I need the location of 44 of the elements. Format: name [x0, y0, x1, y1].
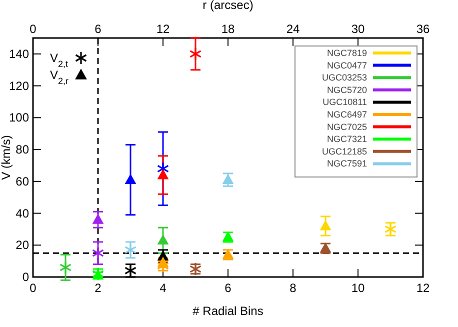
x2-tick-label: 6 — [94, 22, 102, 36]
point — [92, 246, 104, 260]
point — [124, 174, 136, 184]
legend-label: NGC7321 — [326, 134, 367, 144]
legend-label: UGC10811 — [322, 97, 367, 108]
y-axis-title: V (km/s) — [0, 135, 13, 180]
legend-label: NGC5720 — [326, 84, 367, 95]
point — [320, 220, 332, 230]
y-tick-label: 120 — [8, 78, 30, 93]
point — [222, 174, 234, 184]
legend-label: UGC03253 — [322, 72, 367, 83]
y-tick-label: 40 — [16, 206, 30, 220]
x2-tick-label: 18 — [221, 22, 235, 36]
x2-tick-label: 36 — [416, 22, 430, 36]
legend-label: NGC7025 — [326, 122, 367, 132]
point — [157, 234, 169, 245]
y-tick-label: 80 — [16, 142, 30, 157]
y-tick-label: 60 — [16, 174, 30, 188]
x-tick-label: 6 — [224, 281, 232, 295]
x2-tick-label: 24 — [286, 22, 300, 36]
y-tick-label: 140 — [8, 46, 30, 61]
legend-label: NGC0477 — [326, 60, 367, 70]
point — [189, 47, 202, 61]
point — [59, 260, 72, 274]
legend-label: NGC6497 — [326, 110, 367, 120]
annotation: V$_{2,t}$ — [50, 51, 69, 69]
y-tick-label: 20 — [16, 238, 30, 252]
legend-label: NGC7591 — [326, 158, 367, 169]
legend-label: UGC12185 — [322, 146, 367, 156]
y-tick-label: 100 — [8, 110, 30, 125]
x-tick-label: 8 — [290, 281, 297, 295]
x-axis-title: # Radial Bins — [192, 304, 264, 318]
point — [157, 169, 169, 180]
x-tick-label: 12 — [416, 281, 430, 295]
point — [92, 214, 104, 224]
annotation: V$_{2,r}$ — [50, 68, 69, 86]
x-tick-label: 2 — [94, 281, 102, 295]
x-tick-label: 10 — [351, 281, 365, 295]
x2-tick-label: 12 — [156, 22, 170, 36]
x2-tick-label: 30 — [351, 22, 365, 36]
legend-label: NGC7819 — [326, 48, 367, 58]
x-tick-label: 4 — [160, 281, 167, 295]
y-tick-label: 0 — [22, 270, 30, 284]
x2-axis-title: r (arcsec) — [202, 0, 254, 12]
